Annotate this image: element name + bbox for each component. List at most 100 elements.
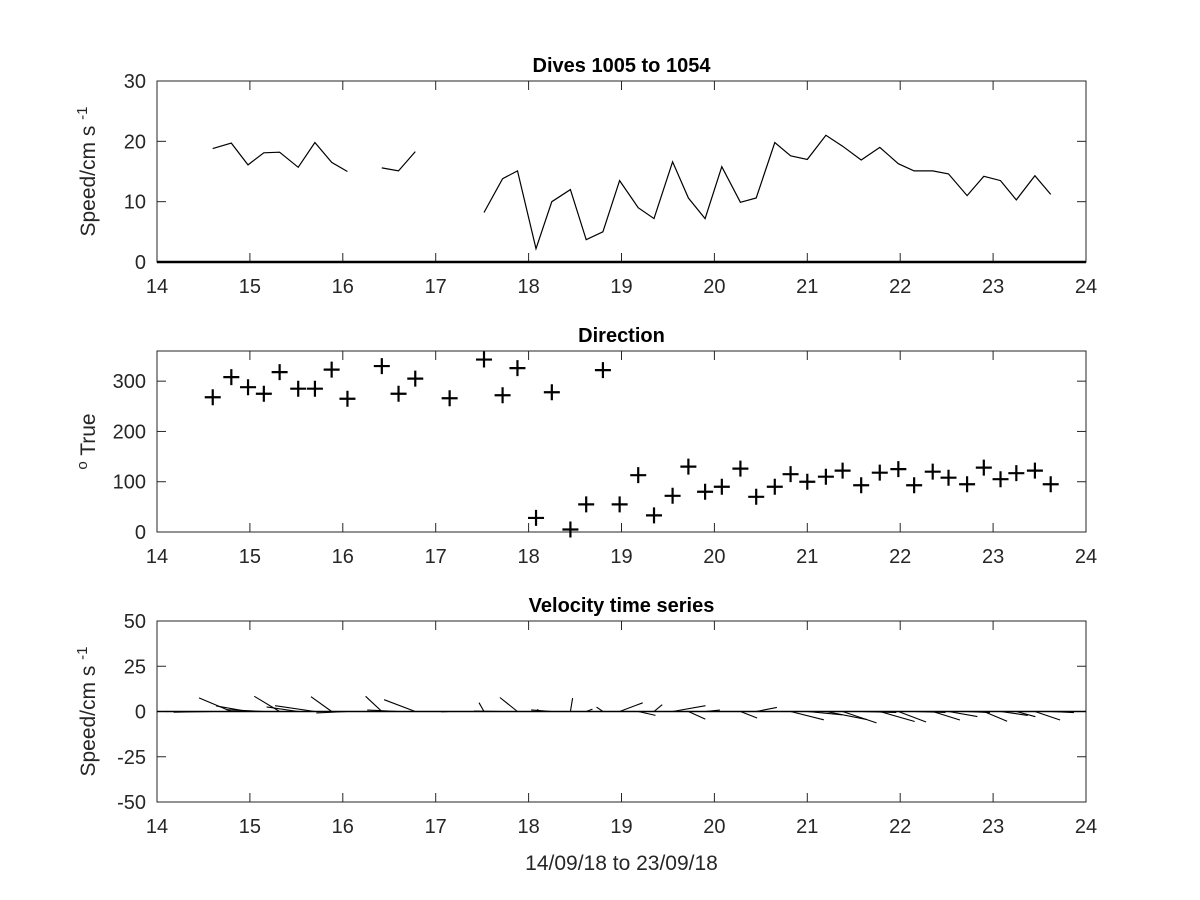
direction-ytick-label: 100 xyxy=(113,472,146,494)
velocity-stick xyxy=(1034,710,1061,721)
direction-point xyxy=(240,379,257,396)
velocity-ytick-label: -50 xyxy=(117,792,146,814)
direction-xtick-label: 17 xyxy=(425,546,447,568)
direction-point xyxy=(630,467,647,484)
velocity-stick xyxy=(316,710,348,714)
direction-point xyxy=(766,478,783,495)
direction-point xyxy=(732,460,749,477)
velocity-ylabel: Speed/cm s -1 xyxy=(74,646,101,776)
direction-point xyxy=(223,369,240,386)
velocity-stick xyxy=(638,710,656,716)
velocity-stick xyxy=(898,710,927,723)
velocity-stick xyxy=(619,702,643,713)
direction-point xyxy=(940,469,957,486)
velocity-stick xyxy=(173,710,213,713)
velocity-stick xyxy=(365,695,383,712)
direction-point xyxy=(290,380,307,397)
speed-xtick-label: 24 xyxy=(1075,276,1097,298)
velocity-ytick-label: 25 xyxy=(124,656,146,678)
direction-ytick-label: 0 xyxy=(135,522,146,544)
velocity-ytick-label: -25 xyxy=(117,747,146,769)
direction-point xyxy=(611,496,628,513)
speed-xtick-label: 19 xyxy=(610,276,632,298)
speed-line-segment xyxy=(483,134,1052,251)
direction-point xyxy=(441,390,458,407)
speed-ytick-label: 10 xyxy=(124,192,146,214)
velocity-stick xyxy=(198,697,232,713)
direction-point xyxy=(713,478,730,495)
direction-title: Direction xyxy=(578,325,665,347)
direction-point xyxy=(528,509,545,526)
direction-point xyxy=(1008,465,1025,482)
speed-ytick-label: 0 xyxy=(135,252,146,274)
direction-xtick-label: 18 xyxy=(517,546,539,568)
direction-point xyxy=(834,462,851,479)
speed-xtick-label: 23 xyxy=(982,276,1004,298)
velocity-stick xyxy=(596,706,604,712)
direction-point xyxy=(562,521,579,538)
direction-xtick-label: 15 xyxy=(239,546,261,568)
velocity-ytick-label: 50 xyxy=(124,611,146,633)
direction-point xyxy=(680,458,697,475)
velocity-stick xyxy=(1000,710,1028,716)
direction-xtick-label: 20 xyxy=(703,546,725,568)
speed-xtick-label: 16 xyxy=(332,276,354,298)
velocity-stick xyxy=(842,710,877,724)
velocity-stick xyxy=(266,706,299,713)
direction-point xyxy=(646,507,663,524)
velocity-xlabel: 14/09/18 to 23/09/18 xyxy=(525,852,718,875)
direction-point xyxy=(594,362,611,379)
velocity-stick xyxy=(653,704,663,712)
speed-xtick-label: 17 xyxy=(425,276,447,298)
direction-ylabel-sup: o xyxy=(74,461,91,469)
direction-ylabel-text: True xyxy=(77,413,100,461)
velocity-stick xyxy=(861,710,897,714)
speed-axes-box xyxy=(156,80,1087,263)
direction-point xyxy=(890,461,907,478)
speed-panel: 14 15 16 17 18 19 20 21 22 23 24 0 10 20 30 Dives 1005 … xyxy=(74,55,1098,298)
direction-point xyxy=(817,468,834,485)
direction-xtick-label: 21 xyxy=(796,546,818,568)
velocity-stick xyxy=(275,705,316,713)
velocity-ylabel-text: Speed/cm s xyxy=(77,660,100,777)
speed-ylabel: Speed/cm s -1 xyxy=(74,106,101,236)
speed-xtick-label: 15 xyxy=(239,276,261,298)
speed-ylabel-text: Speed/cm s xyxy=(77,120,100,237)
velocity-stick xyxy=(473,710,503,713)
velocity-xtick-label: 20 xyxy=(703,816,725,838)
direction-point xyxy=(476,351,493,368)
velocity-stick xyxy=(740,710,758,719)
velocity-stick xyxy=(879,710,915,723)
speed-xtick-label: 20 xyxy=(703,276,725,298)
velocity-stick xyxy=(586,708,593,713)
direction-xtick-label: 22 xyxy=(889,546,911,568)
direction-point xyxy=(255,385,272,402)
speed-xtick-label: 18 xyxy=(517,276,539,298)
velocity-stick xyxy=(310,696,332,712)
direction-xtick-label: 23 xyxy=(982,546,1004,568)
speed-xtick-label: 21 xyxy=(796,276,818,298)
direction-point xyxy=(509,360,526,377)
velocity-xtick-label: 24 xyxy=(1075,816,1097,838)
speed-xtick-label: 22 xyxy=(889,276,911,298)
velocity-title: Velocity time series xyxy=(529,595,715,617)
direction-panel: 14 15 16 17 18 19 20 21 22 23 24 0 100 200 300 Directio… xyxy=(74,325,1098,568)
direction-point xyxy=(339,390,356,407)
direction-point xyxy=(853,477,870,494)
direction-point xyxy=(748,488,765,505)
direction-point xyxy=(959,476,976,493)
direction-point xyxy=(543,384,560,401)
velocity-stick xyxy=(254,695,280,712)
direction-point xyxy=(306,380,323,397)
velocity-stick xyxy=(983,710,1008,722)
direction-xtick-label: 14 xyxy=(146,546,168,568)
velocity-stick xyxy=(226,709,264,713)
velocity-stick xyxy=(672,705,706,713)
direction-point xyxy=(578,496,595,513)
velocity-stick xyxy=(688,710,706,720)
velocity-ytick-label: 0 xyxy=(135,702,146,724)
direction-ytick-label: 200 xyxy=(113,421,146,443)
velocity-xtick-label: 18 xyxy=(517,816,539,838)
direction-point xyxy=(664,487,681,504)
velocity-xtick-label: 21 xyxy=(796,816,818,838)
